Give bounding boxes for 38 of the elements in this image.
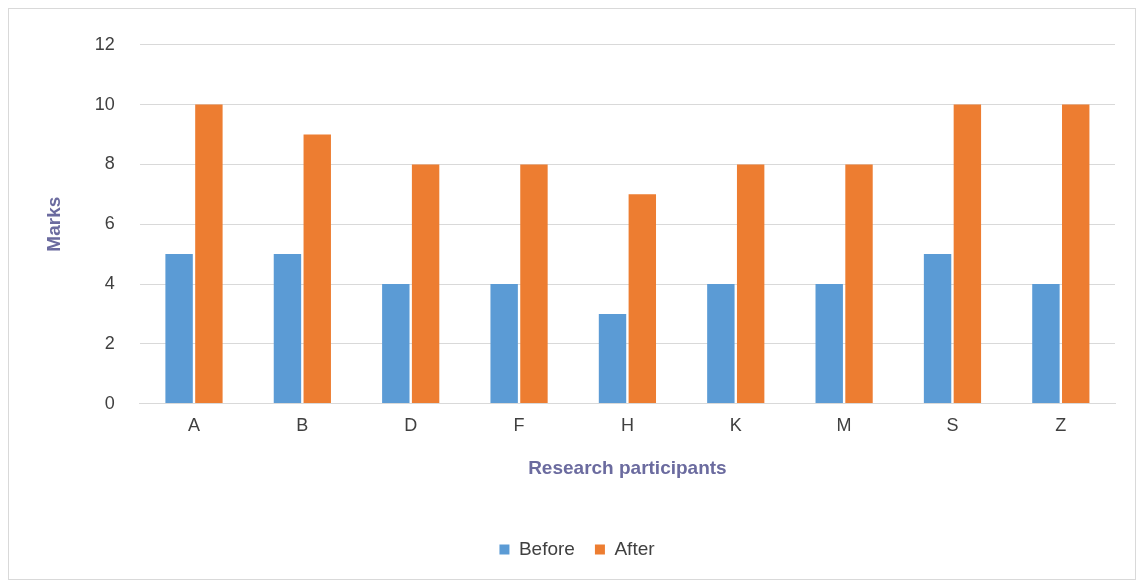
x-tick-label: K (729, 415, 742, 436)
y-tick-label: 10 (94, 93, 115, 114)
y-tick-label: 4 (104, 272, 115, 293)
y-tick-label: 0 (104, 392, 115, 413)
bar (520, 164, 548, 404)
bar (845, 164, 873, 404)
bar (1032, 284, 1060, 404)
x-tick-label: B (296, 415, 309, 436)
y-tick-label: 8 (104, 153, 115, 174)
bar (736, 164, 765, 404)
bar (411, 164, 440, 404)
bar (923, 254, 952, 404)
bar (1062, 104, 1090, 404)
x-tick-label: Z (1055, 415, 1067, 436)
bar (165, 254, 193, 404)
bar (382, 284, 410, 404)
y-axis-title: Marks (42, 196, 64, 252)
x-tick-label: D (404, 415, 418, 436)
bar (303, 134, 331, 404)
x-tick-label: H (620, 415, 634, 436)
y-tick-label: 12 (94, 33, 115, 54)
x-tick-label: S (946, 415, 959, 436)
x-tick-label: F (513, 415, 525, 436)
bar (195, 104, 223, 404)
y-tick-label: 2 (104, 332, 115, 353)
bar (707, 284, 735, 404)
bar (490, 284, 518, 404)
bar (598, 313, 627, 404)
legend-label: Before (518, 537, 575, 559)
bar (815, 284, 843, 404)
x-tick-label: A (187, 415, 201, 436)
bar (273, 254, 302, 404)
y-tick-label: 6 (104, 213, 115, 234)
bar (953, 104, 982, 404)
legend-label: After (614, 537, 656, 559)
x-tick-label: M (836, 415, 852, 436)
x-axis-title: Research participants (528, 456, 727, 478)
bar (628, 194, 657, 404)
